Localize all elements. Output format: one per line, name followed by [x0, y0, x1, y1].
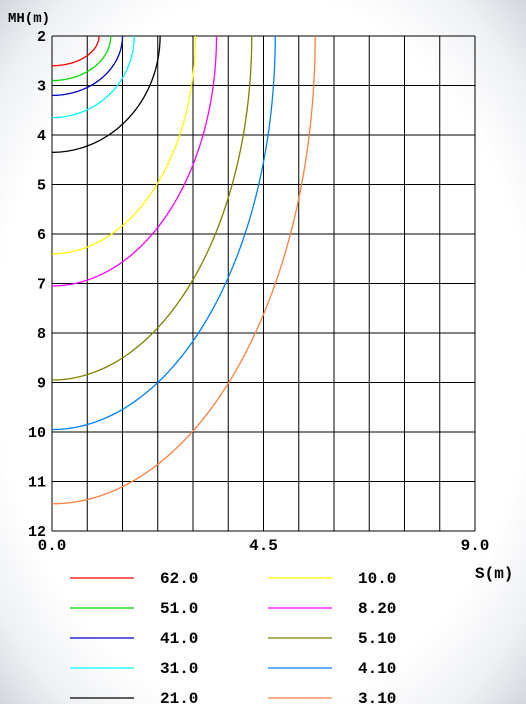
legend-label: 4.10 — [358, 660, 396, 678]
series-line-4.10 — [52, 36, 276, 431]
legend-label: 62.0 — [160, 570, 198, 588]
x-tick-label: 9.0 — [461, 537, 490, 555]
series-line-5.10 — [52, 36, 253, 381]
y-tick-label: 11 — [28, 475, 46, 492]
y-tick-label: 8 — [37, 326, 46, 343]
y-axis-label: MH(m) — [8, 11, 50, 27]
y-tick-label: 3 — [37, 79, 46, 96]
series-curves — [52, 36, 316, 505]
legend-label: 10.0 — [358, 570, 396, 588]
legend-label: 31.0 — [160, 660, 198, 678]
y-tick-label: 4 — [37, 128, 46, 145]
legend: 62.0 51.0 41.0 31.0 21.0 10.0 8.20 5.10 4.10 3.10 — [70, 570, 396, 704]
x-tick-label: 4.5 — [249, 537, 278, 555]
y-tick-label: 5 — [37, 178, 46, 195]
y-tick-label: 12 — [28, 524, 46, 541]
grid — [51, 35, 476, 532]
y-tick-label: 10 — [28, 425, 46, 442]
legend-label: 5.10 — [358, 630, 396, 648]
x-axis-label: S(m) — [475, 565, 513, 583]
series-line-51.0 — [52, 36, 112, 82]
y-tick-label: 2 — [37, 29, 46, 46]
series-line-10.0 — [52, 36, 196, 255]
series-line-3.10 — [52, 36, 316, 505]
y-tick-label: 7 — [37, 277, 46, 294]
y-tick-label: 9 — [37, 376, 46, 393]
series-line-31.0 — [52, 36, 135, 119]
axes: MH(m) S(m) 2 3 4 5 6 7 8 9 10 11 120.0 4.5 9.0 — [8, 11, 513, 583]
legend-label: 8.20 — [358, 600, 396, 618]
series-line-21.0 — [52, 36, 161, 153]
legend-label: 41.0 — [160, 630, 198, 648]
legend-label: 3.10 — [358, 690, 396, 704]
series-line-41.0 — [52, 36, 124, 97]
series-line-8.20 — [52, 36, 218, 287]
legend-label: 51.0 — [160, 600, 198, 618]
x-tick-label: 0.0 — [38, 537, 67, 555]
series-line-62.0 — [52, 36, 100, 67]
y-tick-label: 6 — [37, 227, 46, 244]
legend-label: 21.0 — [160, 690, 198, 704]
